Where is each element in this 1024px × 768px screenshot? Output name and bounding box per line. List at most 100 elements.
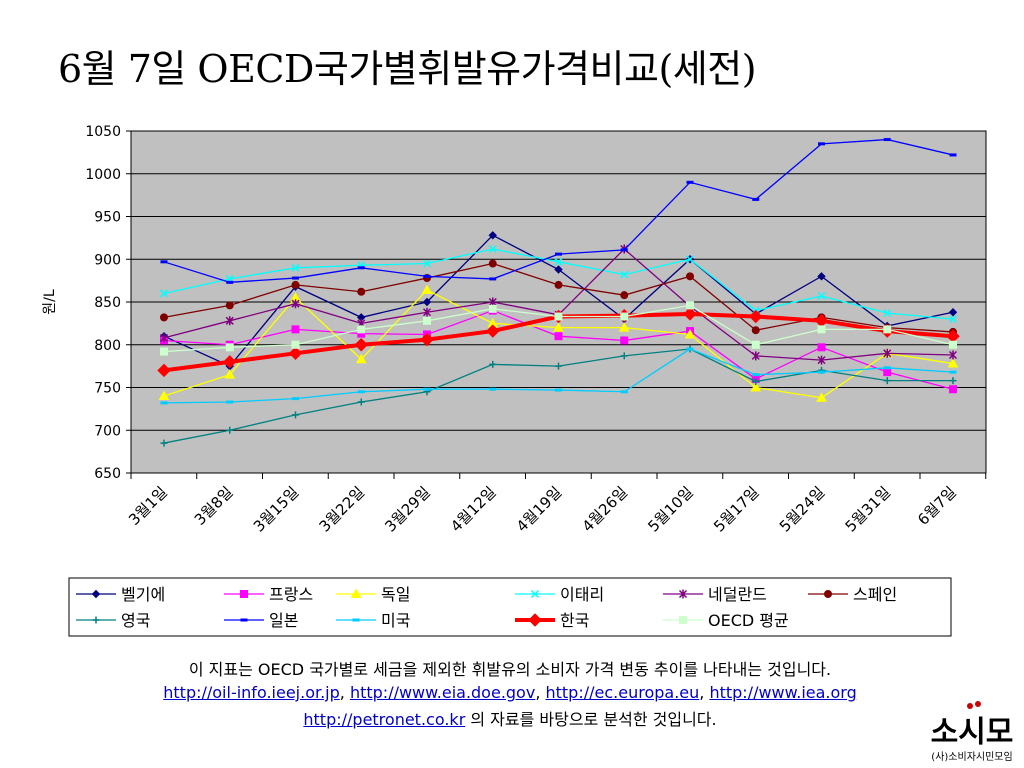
- x-tick-label: 5월17일: [710, 483, 762, 535]
- separator: ,: [535, 683, 546, 702]
- legend-item: 미국: [336, 611, 410, 630]
- separator: ,: [339, 683, 350, 702]
- data-point: [554, 257, 563, 266]
- y-tick-label: 650: [94, 466, 121, 482]
- data-point: [883, 377, 891, 385]
- footer-note-suffix: 의 자료를 바탕으로 분석한 것입니다.: [465, 710, 717, 729]
- data-point: [421, 284, 433, 295]
- x-tick-label: 3월29일: [381, 483, 433, 535]
- data-point: [554, 312, 563, 321]
- logo-subtext: (사)소비자시민모임: [931, 750, 1012, 763]
- data-point: [555, 388, 562, 392]
- data-point: [751, 326, 760, 335]
- source-link-ieej[interactable]: http://oil-info.ieej.or.jp: [163, 683, 340, 702]
- series-2: [158, 284, 959, 402]
- data-point: [620, 248, 628, 252]
- data-point: [488, 259, 497, 268]
- legend-label: 일본: [269, 611, 298, 630]
- legend-marker: [679, 616, 687, 624]
- data-point: [226, 280, 234, 284]
- data-point: [949, 385, 957, 394]
- legend-label: 이태리: [560, 585, 604, 604]
- legend-label: 미국: [381, 611, 410, 630]
- data-point: [157, 363, 171, 378]
- data-point: [489, 387, 497, 391]
- legend-item: 스페인: [808, 585, 897, 604]
- footer-note: http://petronet.co.kr 의 자료를 바탕으로 분석한 것입니…: [40, 706, 980, 730]
- legend-marker: [678, 589, 688, 599]
- data-point: [817, 291, 826, 301]
- data-point: [686, 180, 694, 184]
- legend-item: 한국: [515, 611, 589, 630]
- data-point: [422, 297, 432, 307]
- data-point: [686, 347, 694, 351]
- data-point: [949, 377, 957, 385]
- legend-label: 스페인: [853, 585, 897, 604]
- data-point: [686, 272, 694, 281]
- data-point: [488, 244, 497, 254]
- data-point: [159, 333, 169, 343]
- legend-label: 벨기에: [121, 585, 165, 604]
- data-point: [423, 387, 431, 391]
- data-point: [291, 263, 300, 272]
- data-point: [554, 332, 563, 341]
- legend-label: 프랑스: [269, 585, 313, 604]
- legend-marker: [240, 618, 248, 622]
- data-point: [816, 392, 827, 402]
- data-point: [818, 370, 825, 374]
- data-point: [225, 316, 234, 326]
- data-point: [817, 272, 826, 281]
- data-point: [488, 304, 497, 313]
- data-point: [883, 366, 891, 370]
- data-point: [158, 390, 170, 401]
- data-point: [357, 398, 365, 406]
- data-point: [817, 325, 826, 334]
- data-point: [948, 350, 958, 360]
- data-point: [620, 390, 628, 394]
- chart: 650 700 750 800 850 900 950 1000 1050 3월1일 3월8일 3월1…: [42, 124, 987, 637]
- data-point: [292, 397, 299, 401]
- data-point: [949, 153, 957, 157]
- data-point: [486, 324, 500, 338]
- data-point: [225, 301, 234, 310]
- footer-sources: http://oil-info.ieej.or.jp, http://www.e…: [40, 683, 980, 702]
- legend-label: 네덜란드: [708, 585, 767, 604]
- x-tick-label: 4월19일: [513, 483, 565, 535]
- logo: 소시모 (사)소비자시민모임: [931, 701, 1013, 763]
- x-tick-label: 4월12일: [447, 483, 499, 535]
- data-point: [752, 373, 760, 377]
- data-point: [354, 338, 368, 352]
- y-axis-label: 원/L: [42, 289, 58, 315]
- page-title: 6월 7일 OECD국가별휘발유가격비교(세전): [58, 47, 757, 91]
- legend-marker: [824, 590, 832, 598]
- data-point: [949, 340, 957, 349]
- x-tick-label: 4월26일: [579, 483, 631, 535]
- y-tick-label: 1050: [85, 124, 121, 140]
- data-point: [160, 401, 168, 405]
- y-tick-label: 800: [94, 338, 121, 354]
- series-10: [160, 301, 957, 356]
- data-point: [554, 265, 563, 274]
- source-link-petronet[interactable]: http://petronet.co.kr: [303, 710, 466, 729]
- data-point: [291, 325, 300, 334]
- legend-item: 독일: [336, 585, 410, 604]
- source-link-ec[interactable]: http://ec.europa.eu: [545, 683, 700, 702]
- x-tick-label: 3월15일: [250, 483, 302, 535]
- data-point: [949, 370, 957, 374]
- x-tick-label: 5월31일: [842, 483, 894, 535]
- legend-label: 영국: [121, 611, 150, 630]
- data-point: [752, 197, 760, 201]
- source-link-eia[interactable]: http://www.eia.doe.gov: [349, 683, 536, 702]
- data-point: [422, 259, 432, 268]
- data-point: [422, 307, 432, 317]
- data-point: [160, 439, 168, 447]
- data-point: [555, 362, 562, 370]
- series-6: [160, 345, 957, 447]
- data-point: [292, 411, 299, 419]
- legend-item: 일본: [224, 611, 298, 630]
- data-point: [160, 313, 168, 322]
- data-point: [883, 368, 892, 377]
- data-point: [357, 266, 365, 270]
- source-link-iea[interactable]: http://www.iea.org: [709, 683, 857, 702]
- y-tick-label: 950: [94, 210, 121, 226]
